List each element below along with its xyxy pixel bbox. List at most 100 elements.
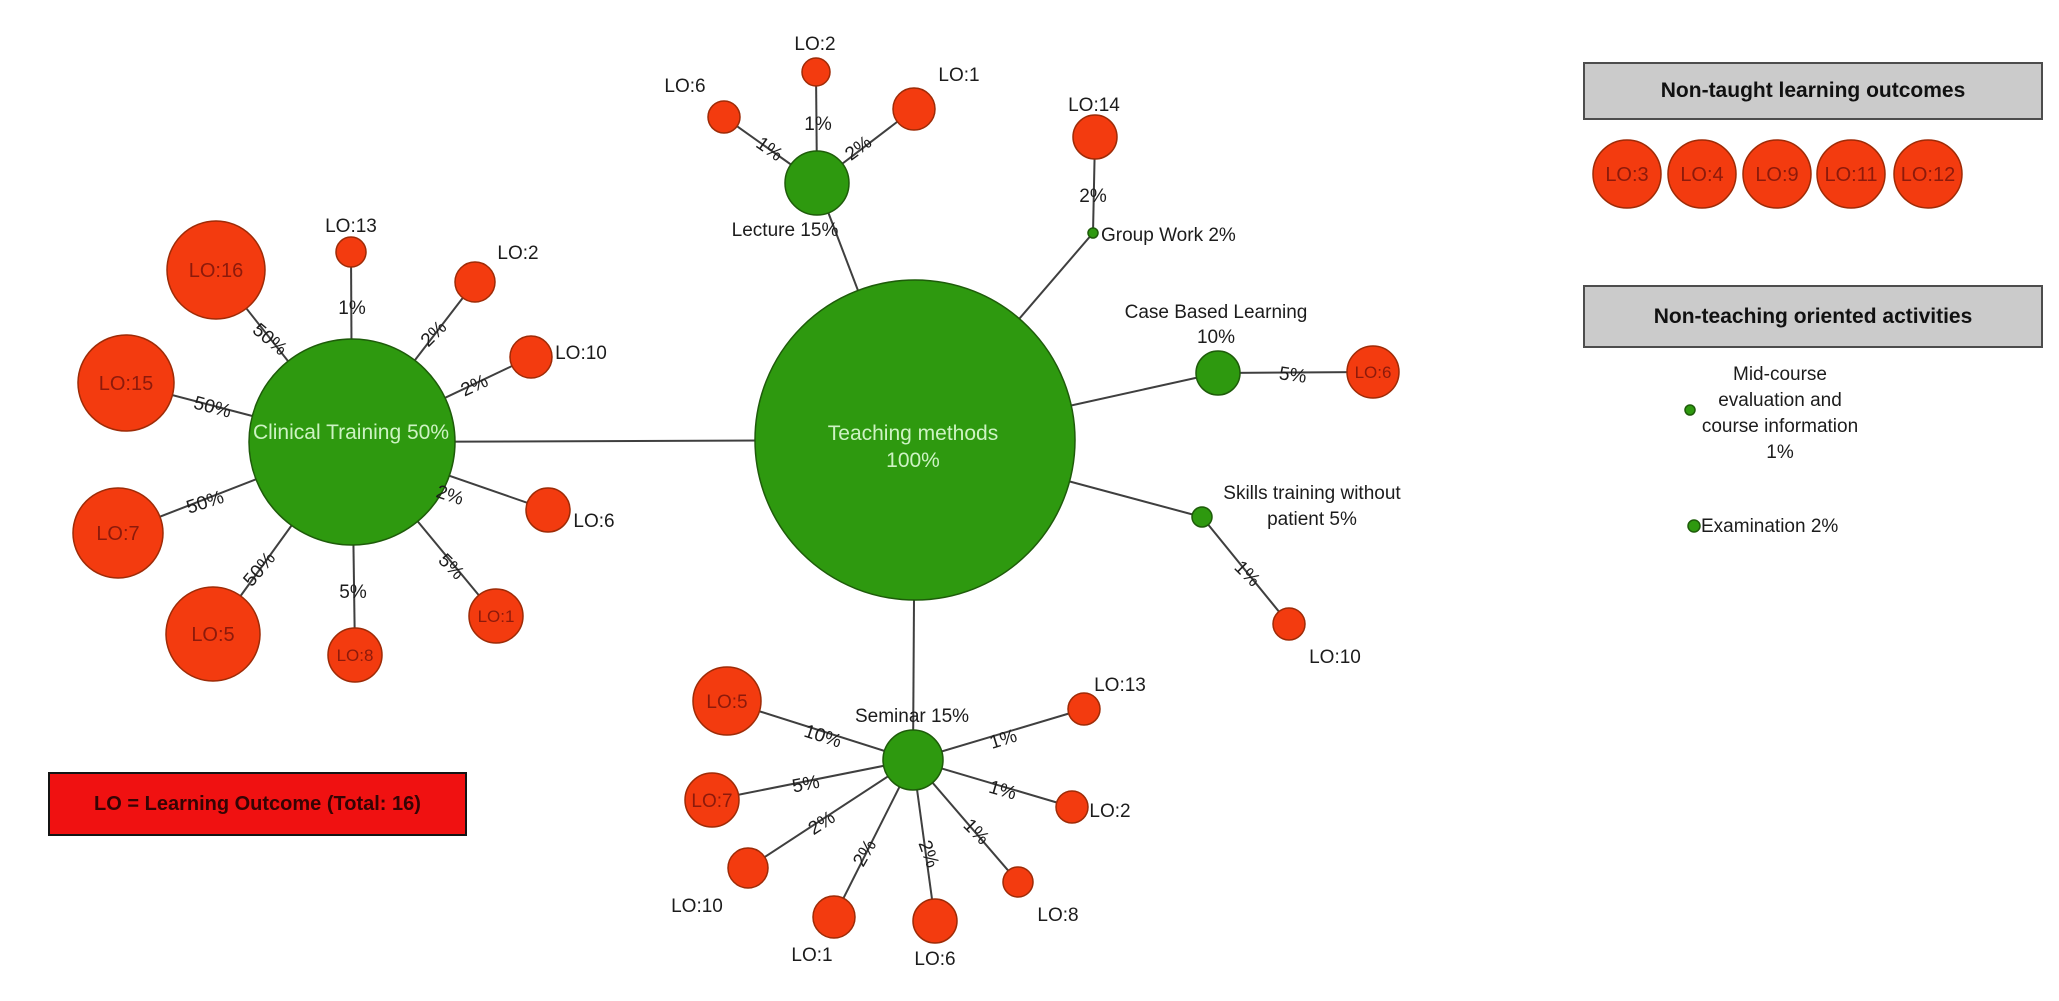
edge-seminar-lo7 [711, 759, 914, 801]
node-label-clinical: Clinical Training 50% [253, 421, 449, 444]
panel-non-taught-title: Non-taught learning outcomes [1660, 79, 1966, 102]
node-seminar-lo6-circle [912, 898, 958, 944]
edge-label-seminar-lo2: 1% [986, 777, 1018, 805]
node-label-clinical-lo16: LO:16 [189, 260, 243, 282]
node-label-clinical-lo10: LO:10 [555, 343, 607, 364]
node-clinical-lo10-circle [509, 335, 553, 379]
edge-seminar-lo10 [747, 759, 914, 869]
edge-label-clinical-lo1: 5% [434, 550, 468, 584]
node-clinical-lo2-circle [454, 261, 496, 303]
node-seminar-circle [882, 729, 944, 791]
node-label-seminar-lo1: LO:1 [791, 945, 832, 966]
node-clinical-lo1-circle [468, 588, 524, 644]
node-label-clinical-lo15: LO:15 [99, 373, 153, 395]
node-cbl-lo6-circle [1346, 345, 1400, 399]
node-label-clinical-lo8: LO:8 [337, 646, 374, 665]
panel-non-teaching-header: Non-teaching oriented activities [1583, 285, 2043, 348]
edge-label-clinical-lo15: 50% [191, 393, 233, 423]
examination-label: Examination 2% [1701, 516, 1839, 537]
node-clinical-circle [248, 338, 456, 546]
node-seminar-lo2-circle [1055, 790, 1089, 824]
node-label-lecture: Lecture 15% [732, 220, 839, 241]
midcourse-line-4: 1% [1766, 442, 1794, 463]
node-label-clinical-lo2: LO:2 [497, 243, 538, 264]
node-nontaught-lo11-circle [1816, 139, 1886, 209]
midcourse-evaluation-label: Mid-course evaluation and course informa… [1655, 362, 1905, 466]
edge-label-seminar-lo5: 10% [801, 721, 844, 753]
node-label-lo14: LO:14 [1068, 95, 1120, 116]
edge-label-cbl-lo6: 5% [1278, 363, 1308, 388]
edge-label-lo14-groupwork: 2% [1079, 186, 1107, 207]
node-label-cbl-lo6: LO:6 [1355, 363, 1392, 382]
edge-label-clinical-lo10: 2% [458, 371, 492, 402]
node-nontaught-lo4-circle [1667, 139, 1737, 209]
node-label-seminar-lo6: LO:6 [914, 949, 955, 970]
edge-label-lecture-lo6: 1% [752, 133, 787, 166]
node-label-seminar-lo2: LO:2 [1089, 801, 1130, 822]
node-case-based-learning-circle [1195, 350, 1241, 396]
node-label-clinical-lo6: LO:6 [573, 511, 614, 532]
node-label-nontaught-lo12: LO:12 [1901, 164, 1955, 186]
panel-non-taught-header: Non-taught learning outcomes [1583, 62, 2043, 120]
node-label-seminar-lo7: LO:7 [691, 791, 732, 812]
edge-label-seminar-lo1: 2% [849, 836, 881, 870]
node-seminar-lo13-circle [1067, 692, 1101, 726]
node-seminar-lo5-circle [692, 666, 762, 736]
node-label-lecture-lo2: LO:2 [794, 34, 835, 55]
node-midcourse-dot-circle [1684, 404, 1696, 416]
edge-label-lecture-lo2: 1% [804, 114, 832, 135]
node-label-clinical-lo13: LO:13 [325, 216, 377, 237]
node-seminar-lo1-circle [812, 895, 856, 939]
node-label-skills-training: Skills training without patient 5% [1223, 483, 1401, 530]
edge-label-clinical-lo8: 5% [339, 582, 367, 603]
node-label-case-based-learning: Case Based Learning 10% [1125, 302, 1308, 348]
node-label-clinical-lo5: LO:5 [191, 624, 234, 646]
node-label-clinical-lo7: LO:7 [96, 523, 139, 545]
node-examination-dot-circle [1687, 519, 1701, 533]
node-label-lecture-lo1: LO:1 [938, 65, 979, 86]
node-lo14-circle [1072, 114, 1118, 160]
node-clinical-lo15-circle [77, 334, 175, 432]
node-label-lecture-lo6: LO:6 [664, 76, 705, 97]
node-group-work-circle [1087, 227, 1099, 239]
node-seminar-lo7-circle [684, 772, 740, 828]
edge-label-clinical-lo6: 2% [433, 482, 466, 510]
edge-label-clinical-lo16: 50% [248, 320, 291, 361]
node-nontaught-lo3-circle [1592, 139, 1662, 209]
node-skills-lo10-circle [1272, 607, 1306, 641]
midcourse-line-1: Mid-course [1733, 364, 1827, 385]
node-label-clinical-lo1: LO:1 [478, 607, 515, 626]
node-skills-training-circle [1191, 506, 1213, 528]
node-seminar-lo8-circle [1002, 866, 1034, 898]
node-teaching-circle [754, 279, 1076, 601]
node-label-seminar: Seminar 15% [855, 706, 969, 727]
edge-skills-lo10 [1201, 516, 1290, 625]
node-label-nontaught-lo3: LO:3 [1605, 164, 1648, 186]
node-label-nontaught-lo11: LO:11 [1825, 164, 1878, 186]
node-clinical-lo16-circle [166, 220, 266, 320]
node-nontaught-lo9-circle [1742, 139, 1812, 209]
edge-label-clinical-lo7: 50% [184, 487, 227, 519]
node-lecture-lo2-circle [801, 57, 831, 87]
node-label-nontaught-lo4: LO:4 [1680, 164, 1723, 186]
edge-label-clinical-lo5: 50% [240, 548, 281, 591]
node-seminar-lo10-circle [727, 847, 769, 889]
node-label-seminar-lo8: LO:8 [1037, 905, 1078, 926]
node-label-nontaught-lo9: LO:9 [1755, 164, 1798, 186]
node-label-skills-lo10: LO:10 [1309, 647, 1361, 668]
node-clinical-lo8-circle [327, 627, 383, 683]
node-label-teaching: Teaching methods 100% [828, 422, 998, 472]
edge-label-seminar-lo7: 5% [790, 772, 821, 798]
edge-label-clinical-lo13: 1% [338, 298, 366, 319]
node-lecture-lo6-circle [707, 100, 741, 134]
node-label-seminar-lo10: LO:10 [671, 896, 723, 917]
node-clinical-lo6-circle [525, 487, 571, 533]
node-clinical-lo7-circle [72, 487, 164, 579]
legend-box: LO = Learning Outcome (Total: 16) [48, 772, 467, 836]
node-nontaught-lo12-circle [1893, 139, 1963, 209]
node-lecture-circle [784, 150, 850, 216]
edge-label-seminar-lo6: 2% [914, 838, 943, 871]
panel-non-teaching-title: Non-teaching oriented activities [1653, 304, 1973, 328]
node-label-seminar-lo13: LO:13 [1094, 675, 1146, 696]
